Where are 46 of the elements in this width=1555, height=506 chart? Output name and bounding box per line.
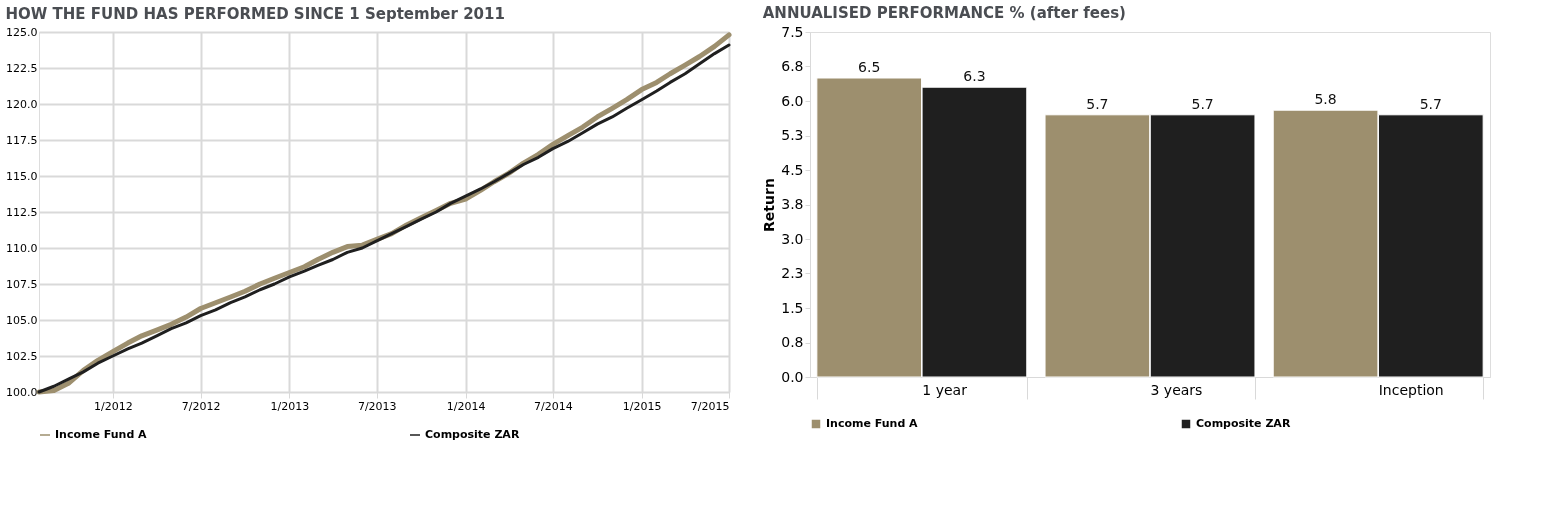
y-tick-label: 110.0 [6, 241, 38, 255]
legend-label: Income Fund A [55, 428, 148, 441]
y-tick-label: 3.0 [781, 230, 804, 247]
data-label: 5.7 [1191, 95, 1214, 112]
data-label: 6.3 [963, 68, 986, 85]
y-tick-label: 105.0 [6, 313, 38, 327]
y-tick-label: 107.5 [6, 277, 38, 291]
x-tick-label: 1 year [922, 381, 968, 398]
chart-title: ANNUALISED PERFORMANCE % (after fees) [762, 4, 1126, 22]
x-tick-label: 7/2014 [534, 399, 573, 413]
y-tick-label: 0.8 [781, 334, 804, 350]
y-tick-label: 115.0 [6, 169, 38, 183]
x-tick-label: 3 years [1150, 381, 1203, 398]
y-tick-label: 7.5 [781, 23, 804, 40]
y-tick-label: 112.5 [6, 205, 38, 219]
data-label: 5.8 [1314, 91, 1337, 108]
y-tick-label: 6.8 [781, 58, 804, 74]
y-tick-label: 0.0 [781, 368, 804, 385]
y-tick-label: 4.5 [781, 161, 804, 178]
x-tick-label: 7/2012 [181, 399, 221, 413]
y-tick-label: 3.8 [781, 196, 804, 212]
legend-label: Income Fund A [826, 417, 919, 430]
y-tick-label: 100.0 [6, 385, 38, 399]
x-tick-label: 1/2014 [446, 399, 486, 413]
y-tick-label: 122.5 [6, 61, 38, 75]
x-tick-label: 1/2015 [622, 399, 662, 413]
legend-label: Composite ZAR [1196, 417, 1291, 430]
data-label: 6.5 [858, 59, 881, 75]
x-tick-label: 1/2012 [93, 399, 133, 413]
y-tick-label: 1.5 [781, 299, 804, 316]
data-label: 5.7 [1086, 95, 1109, 112]
y-tick-label: 6.0 [781, 92, 804, 109]
x-tick-label: 7/2015 [690, 399, 730, 413]
y-tick-label: 125.0 [6, 25, 38, 39]
legend-label: Composite ZAR [425, 428, 520, 441]
y-tick-label: 5.3 [781, 127, 804, 143]
y-tick-label: 117.5 [6, 133, 38, 147]
x-tick-label: Inception [1378, 381, 1444, 398]
y-tick-label: 120.0 [6, 97, 38, 111]
chart-title: HOW THE FUND HAS PERFORMED SINCE 1 September 2011 [5, 5, 505, 23]
x-tick-label: 7/2013 [357, 399, 397, 413]
y-tick-label: 2.3 [781, 265, 804, 281]
y-axis-title: Return [761, 178, 778, 232]
x-tick-label: 1/2013 [270, 399, 310, 413]
y-tick-label: 102.5 [6, 349, 38, 363]
data-label: 5.7 [1419, 95, 1442, 112]
